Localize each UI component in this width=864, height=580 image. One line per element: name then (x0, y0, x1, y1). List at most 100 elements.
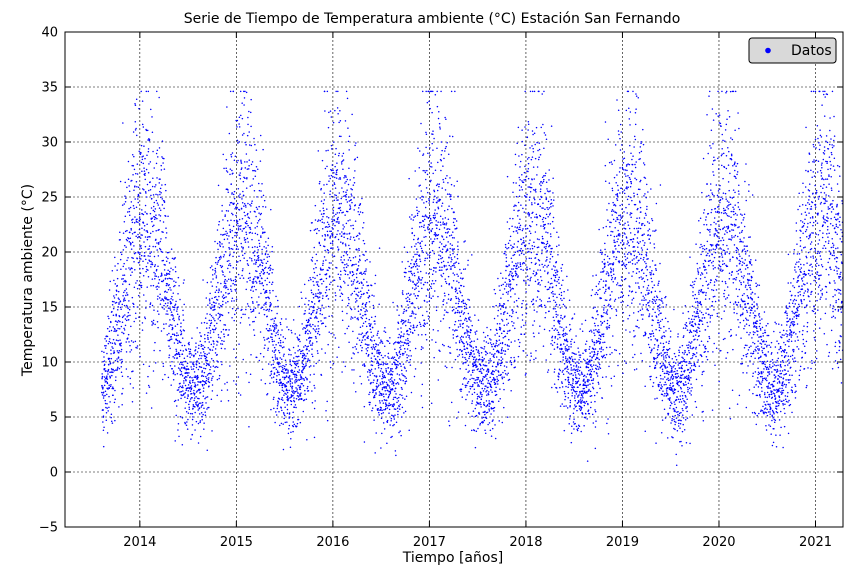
data-point (282, 384, 284, 386)
data-point (180, 398, 182, 400)
data-point (110, 386, 112, 388)
data-point (123, 249, 125, 251)
data-point (328, 175, 330, 177)
data-point (171, 302, 173, 304)
data-point (180, 329, 182, 331)
data-point (214, 241, 216, 243)
data-point (263, 259, 265, 261)
data-point (179, 383, 181, 385)
data-point (304, 310, 306, 312)
data-point (122, 376, 124, 378)
data-point (366, 310, 368, 312)
data-point (174, 334, 176, 336)
data-point (494, 289, 496, 291)
data-point (221, 348, 223, 350)
data-point (182, 337, 184, 339)
data-point (377, 331, 379, 333)
data-point (422, 252, 424, 254)
data-point (480, 365, 482, 367)
data-point (442, 249, 444, 251)
data-point (179, 356, 181, 358)
data-point (453, 222, 455, 224)
data-point (287, 371, 289, 373)
data-point (442, 301, 444, 303)
data-point (105, 391, 107, 393)
data-point (359, 376, 361, 378)
data-point (150, 109, 152, 111)
data-point (275, 335, 277, 337)
data-point (308, 390, 310, 392)
data-point (123, 299, 125, 301)
data-point (171, 338, 173, 340)
data-point (452, 272, 454, 274)
data-point (147, 255, 149, 257)
data-point (115, 321, 117, 323)
data-point (310, 306, 312, 308)
data-point (414, 330, 416, 332)
data-point (329, 178, 331, 180)
data-point (348, 342, 350, 344)
data-point (134, 269, 136, 271)
data-point (342, 262, 344, 264)
data-point (377, 356, 379, 358)
data-point (467, 264, 469, 266)
data-point (146, 154, 148, 156)
data-point (109, 358, 111, 360)
data-point (425, 236, 427, 238)
data-point (483, 358, 485, 360)
data-point (257, 168, 259, 170)
data-point (232, 308, 234, 310)
data-point (478, 385, 480, 387)
data-point (149, 365, 151, 367)
data-point (196, 360, 198, 362)
data-point (495, 305, 497, 307)
data-point (328, 112, 330, 114)
data-point (174, 307, 176, 309)
data-point (508, 275, 510, 277)
data-point (140, 258, 142, 260)
data-point (201, 355, 203, 357)
data-point (431, 402, 433, 404)
data-point (304, 367, 306, 369)
data-point (495, 345, 497, 347)
data-point (409, 216, 411, 218)
data-point (363, 308, 365, 310)
data-point (446, 251, 448, 253)
data-point (483, 364, 485, 366)
data-point (200, 402, 202, 404)
data-point (354, 291, 356, 293)
data-point (379, 342, 381, 344)
data-point (292, 382, 294, 384)
data-point (228, 210, 230, 212)
data-point (410, 263, 412, 265)
data-point (156, 153, 158, 155)
data-point (368, 285, 370, 287)
data-point (384, 375, 386, 377)
data-point (117, 263, 119, 265)
data-point (208, 379, 210, 381)
data-point (303, 355, 305, 357)
data-point (176, 405, 178, 407)
data-point (253, 309, 255, 311)
data-point (318, 230, 320, 232)
data-point (454, 267, 456, 269)
data-point (320, 220, 322, 222)
data-point (160, 238, 162, 240)
data-point (330, 367, 332, 369)
data-point (490, 360, 492, 362)
data-point (367, 347, 369, 349)
data-point (143, 145, 145, 147)
data-point (132, 297, 134, 299)
data-point (139, 217, 141, 219)
data-point (162, 307, 164, 309)
data-point (398, 432, 400, 434)
data-point (158, 243, 160, 245)
data-point (182, 364, 184, 366)
data-point (506, 261, 508, 263)
data-point (449, 283, 451, 285)
data-point (418, 281, 420, 283)
data-point (213, 302, 215, 304)
data-point (480, 392, 482, 394)
data-point (110, 353, 112, 355)
data-point (242, 230, 244, 232)
